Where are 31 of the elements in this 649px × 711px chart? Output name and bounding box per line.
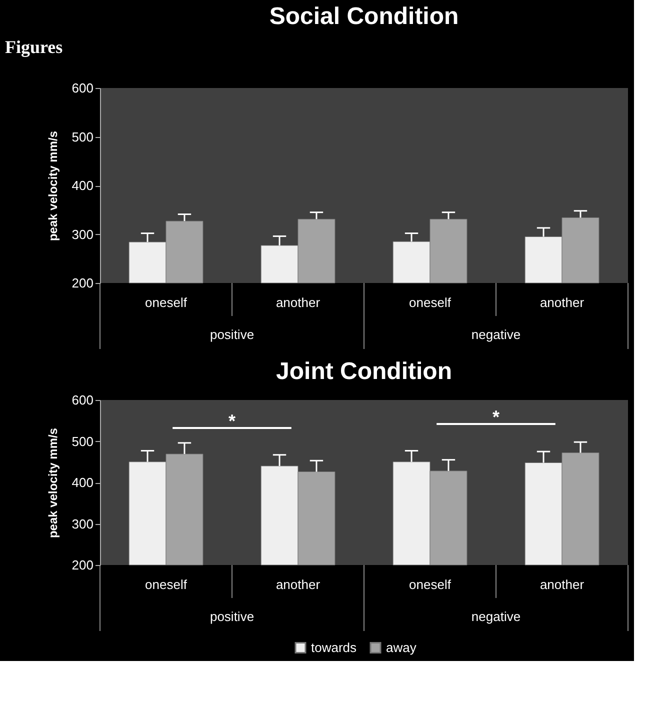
text: positive xyxy=(210,609,254,624)
y-tick-label: 500 xyxy=(72,129,94,144)
x-tick-label: another xyxy=(540,577,585,592)
x-tick-label: another xyxy=(276,577,321,592)
y-tick-label: 400 xyxy=(72,475,94,490)
y-tick-label: 200 xyxy=(72,558,94,572)
y-tick-label: 300 xyxy=(72,516,94,532)
text: negative xyxy=(471,609,521,624)
y-axis-title: peak velocity mm/s xyxy=(46,130,60,242)
chart-title: Social Condition xyxy=(269,3,459,30)
y-tick-label: 300 xyxy=(72,226,94,242)
x-tick-label: another xyxy=(540,295,585,310)
y-tick-label: 600 xyxy=(72,80,94,96)
annotation: * xyxy=(492,407,500,427)
y-axis-title: peak velocity mm/s xyxy=(46,428,60,538)
x-tick-label: oneself xyxy=(409,295,452,310)
y-tick-label: 600 xyxy=(72,392,94,408)
x-tick-label: oneself xyxy=(145,577,188,592)
x-tick-label: oneself xyxy=(145,295,188,310)
chart-title: Joint Condition xyxy=(276,358,452,385)
text: positive xyxy=(210,327,254,342)
x-tick-label: another xyxy=(276,295,321,310)
legend-label: away xyxy=(386,640,417,655)
y-tick-label: 400 xyxy=(72,178,94,193)
text: Figures xyxy=(5,37,63,57)
x-tick-label: oneself xyxy=(409,577,452,592)
legend-label: towards xyxy=(311,640,358,655)
text: negative xyxy=(471,327,521,342)
y-tick-label: 200 xyxy=(72,276,94,290)
annotation: * xyxy=(228,411,236,431)
y-tick-label: 500 xyxy=(72,434,94,449)
